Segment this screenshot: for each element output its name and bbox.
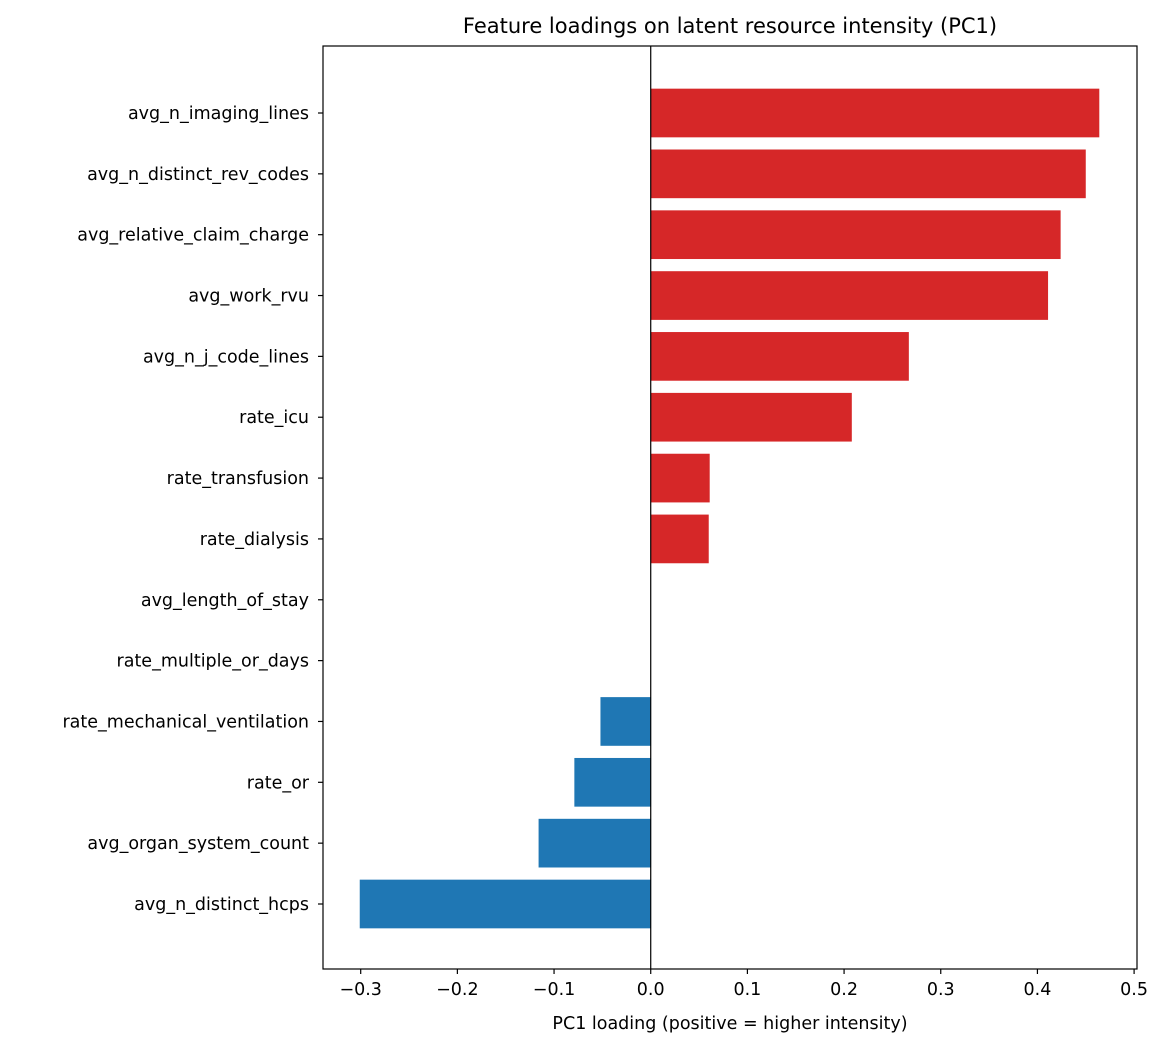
y-tick-label: avg_relative_claim_charge [77,226,309,246]
x-axis-label: PC1 loading (positive = higher intensity… [552,1014,907,1034]
bar-rate-or [574,757,651,807]
bar-avg-relative-claim-charge [650,210,1061,260]
x-tick-label: 0.2 [830,980,858,1000]
y-tick-label: avg_work_rvu [188,287,309,307]
chart-title: Feature loadings on latent resource inte… [463,14,997,38]
bar-rate-mechanical-ventilation [600,697,651,746]
x-tick-label: 0.5 [1120,980,1148,1000]
x-tick-label: −0.1 [533,980,576,1000]
bar-rate-transfusion [650,453,710,503]
y-tick-label: avg_n_j_code_lines [143,347,309,367]
plot-frame [322,45,1138,970]
x-tick-label: 0.4 [1024,980,1052,1000]
x-tick-label: −0.3 [339,980,382,1000]
y-tick-label: rate_transfusion [167,469,309,489]
bar-rate-dialysis [650,514,709,564]
y-tick-label: rate_or [247,773,310,793]
y-tick-label: avg_organ_system_count [87,834,309,854]
bar-avg-n-distinct-rev-codes [650,149,1086,199]
x-tick-label: 0.0 [637,980,665,1000]
bar-avg-organ-system-count [538,818,651,868]
bar-avg-n-distinct-hcps [359,879,651,929]
bar-rate-icu [650,392,852,442]
x-tick-label: −0.2 [436,980,479,1000]
y-tick-label: avg_n_imaging_lines [128,104,309,124]
y-tick-label: rate_icu [239,408,309,428]
y-tick-label: rate_dialysis [200,530,309,550]
bar-avg-work-rvu [650,271,1049,320]
y-tick-label: avg_length_of_stay [141,591,309,611]
bar-avg-n-imaging-lines [650,88,1100,138]
bar-avg-n-j-code-lines [650,332,909,381]
x-tick-label: 0.1 [733,980,761,1000]
y-tick-label: rate_multiple_or_days [117,652,309,672]
y-tick-label: avg_n_distinct_rev_codes [87,165,309,185]
y-tick-label: avg_n_distinct_hcps [134,895,309,915]
x-tick-label: 0.3 [927,980,955,1000]
y-tick-label: rate_mechanical_ventilation [62,712,309,732]
